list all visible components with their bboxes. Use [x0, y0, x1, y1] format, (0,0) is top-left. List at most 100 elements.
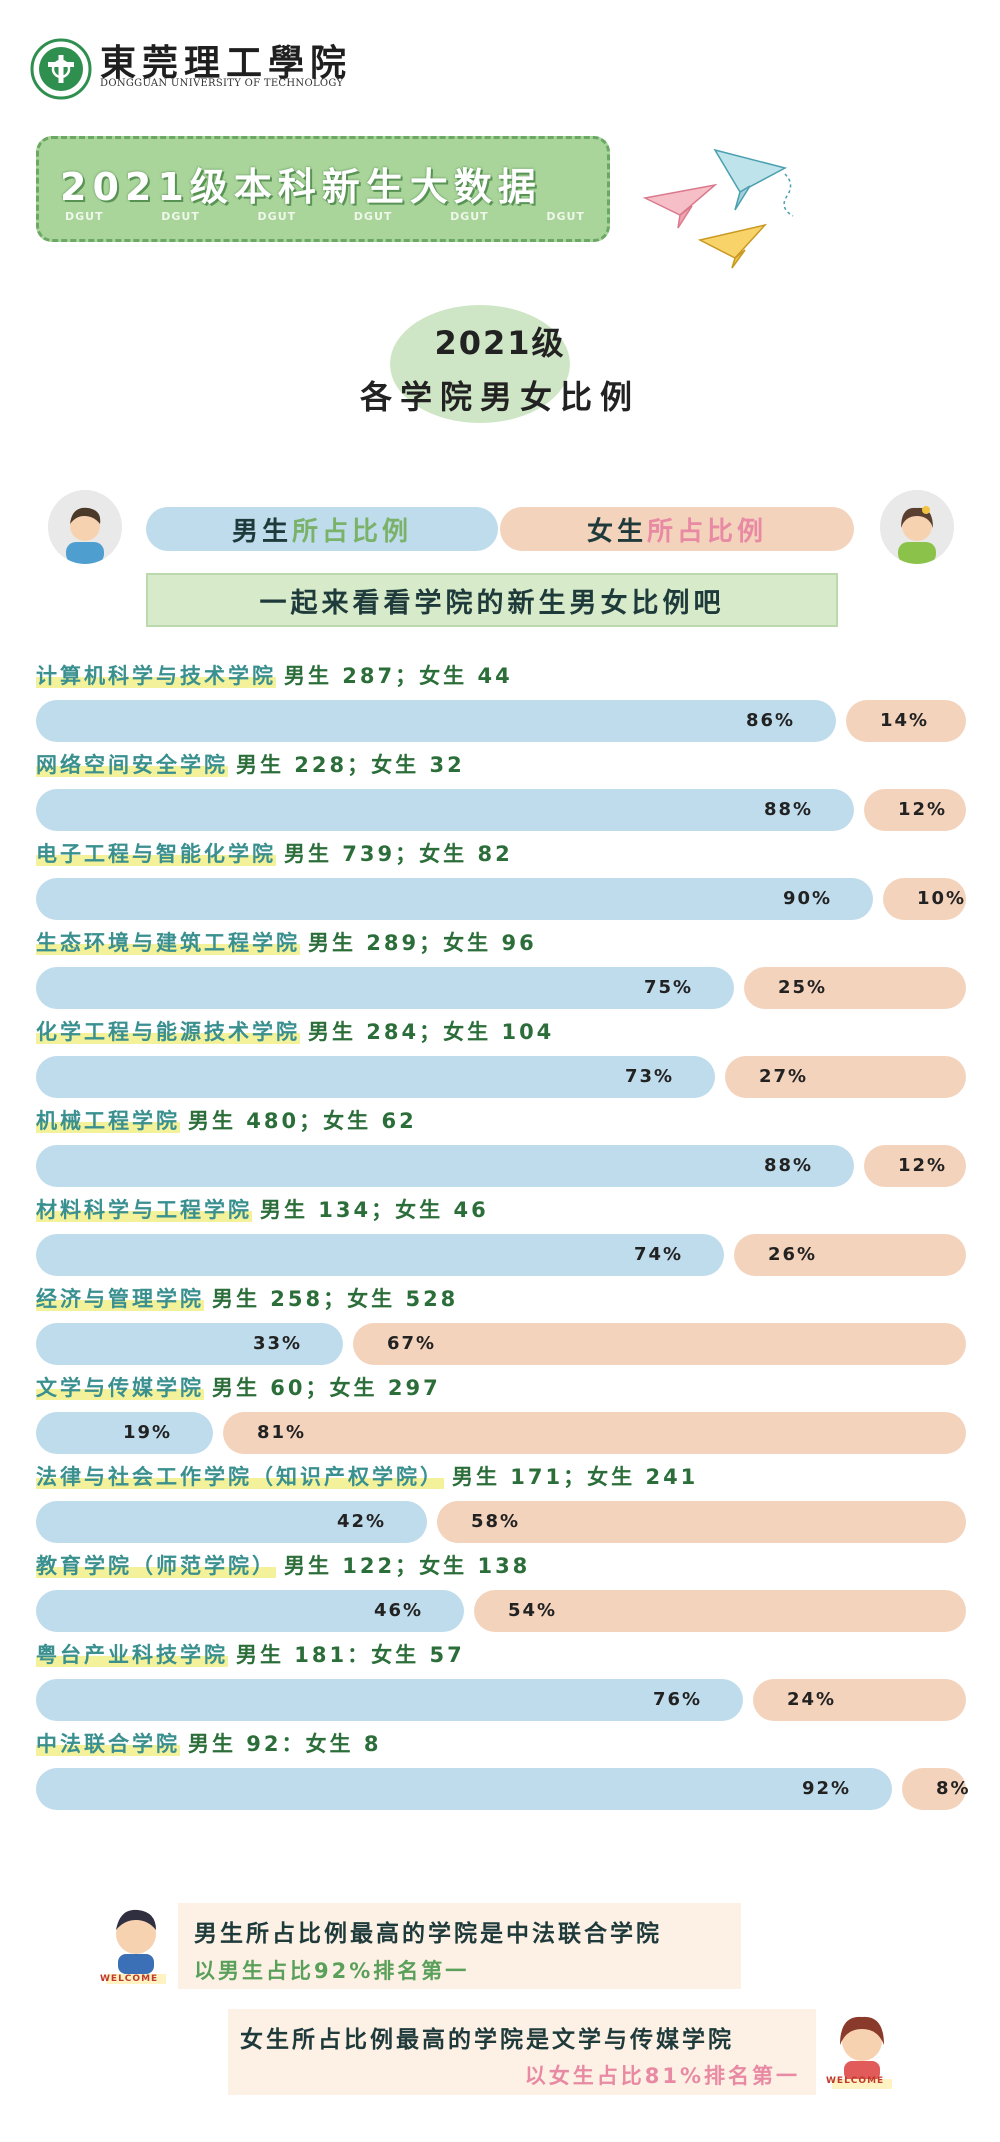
male-pct-label: 33%	[253, 1333, 303, 1354]
female-bar	[902, 1768, 966, 1810]
college-label: 文学与传媒学院 男生 60；女生 297	[36, 1372, 441, 1402]
boy-avatar-icon	[48, 490, 122, 564]
male-bar	[36, 1590, 464, 1632]
boy-welcome-icon	[106, 1909, 166, 1984]
female-bar	[753, 1679, 966, 1721]
college-name: 教育学院（师范学院）	[36, 1554, 276, 1578]
college-name: 电子工程与智能化学院	[36, 842, 276, 866]
college-count: 男生 480；女生 62	[188, 1109, 417, 1133]
college-name: 机械工程学院	[36, 1109, 180, 1133]
male-note-line1: 男生所占比例最高的学院是中法联合学院	[194, 1921, 662, 1947]
female-bar	[353, 1323, 966, 1365]
college-name: 经济与管理学院	[36, 1287, 204, 1311]
male-bar	[36, 967, 734, 1009]
legend-female: 女生 所占比例	[500, 507, 854, 551]
college-name: 计算机科学与技术学院	[36, 664, 276, 688]
girl-welcome-icon	[832, 2016, 892, 2089]
paper-planes-icon	[642, 148, 794, 269]
male-bar	[36, 878, 873, 920]
college-count: 男生 171；女生 241	[452, 1465, 699, 1489]
female-pct-label: 81%	[257, 1422, 307, 1443]
watermark-text: DGUT	[257, 210, 297, 223]
male-bar	[36, 1412, 213, 1454]
college-name: 法律与社会工作学院（知识产权学院）	[36, 1465, 444, 1489]
watermark-text: DGUT	[161, 210, 200, 223]
legend-male-prefix: 男生	[231, 516, 292, 547]
male-pct-label: 74%	[634, 1244, 684, 1265]
female-bar	[864, 789, 966, 831]
male-pct-label: 92%	[802, 1778, 852, 1799]
female-pct-label: 8%	[936, 1778, 971, 1799]
male-bar	[36, 789, 854, 831]
female-pct-label: 54%	[508, 1600, 558, 1621]
college-label: 教育学院（师范学院） 男生 122；女生 138	[36, 1550, 530, 1580]
female-pct-label: 24%	[787, 1689, 837, 1710]
college-name: 粤台产业科技学院	[36, 1643, 228, 1667]
female-bar	[846, 700, 966, 742]
female-pct-label: 10%	[917, 888, 967, 909]
college-name: 材料科学与工程学院	[36, 1198, 252, 1222]
girl-welcome-text: WELCOME	[826, 2076, 885, 2086]
banner-title: 2021级本科新生大数据	[60, 165, 542, 209]
college-name: 化学工程与能源技术学院	[36, 1020, 300, 1044]
school-name-en: DONGGUAN UNIVERSITY OF TECHNOLOGY	[100, 78, 344, 89]
watermark-text: DGUT	[353, 210, 393, 223]
female-pct-label: 67%	[387, 1333, 437, 1354]
male-note-line2: 以男生占比92%排名第一	[194, 1959, 470, 1983]
college-count: 男生 122；女生 138	[284, 1554, 531, 1578]
male-bar	[36, 1056, 715, 1098]
male-pct-label: 46%	[374, 1600, 424, 1621]
college-label: 粤台产业科技学院 男生 181：女生 57	[36, 1639, 465, 1669]
male-pct-label: 73%	[625, 1066, 675, 1087]
girl-avatar-icon	[880, 490, 954, 564]
female-bar	[734, 1234, 966, 1276]
college-count: 男生 92：女生 8	[188, 1732, 382, 1756]
college-label: 网络空间安全学院 男生 228；女生 32	[36, 749, 465, 779]
female-pct-label: 14%	[880, 710, 930, 731]
female-pct-label: 27%	[759, 1066, 809, 1087]
female-pct-label: 25%	[778, 977, 828, 998]
legend-male-suffix: 所占比例	[292, 516, 413, 547]
legend-female-suffix: 所占比例	[647, 516, 768, 547]
male-bar	[36, 1323, 343, 1365]
watermark-text: DGUT	[546, 210, 585, 223]
male-pct-label: 88%	[764, 1155, 814, 1176]
invite-banner: 一起来看看学院的新生男女比例吧	[146, 573, 838, 627]
male-bar	[36, 1679, 743, 1721]
female-pct-label: 26%	[768, 1244, 818, 1265]
subtitle-background	[390, 305, 570, 423]
college-label: 材料科学与工程学院 男生 134；女生 46	[36, 1194, 489, 1224]
female-note-line2: 以女生占比81%排名第一	[524, 2064, 800, 2088]
banner-watermark: DGUT DGUT DGUT DGUT DGUT DGUT	[65, 210, 585, 223]
college-name: 中法联合学院	[36, 1732, 180, 1756]
school-name-cn: 東莞理工學院	[100, 42, 353, 84]
female-bar	[474, 1590, 966, 1632]
college-name: 生态环境与建筑工程学院	[36, 931, 300, 955]
female-note-line1: 女生所占比例最高的学院是文学与传媒学院	[240, 2027, 734, 2053]
male-bar	[36, 1234, 724, 1276]
college-count: 男生 289；女生 96	[308, 931, 537, 955]
male-pct-label: 86%	[746, 710, 796, 731]
college-count: 男生 284；女生 104	[308, 1020, 555, 1044]
college-label: 计算机科学与技术学院 男生 287；女生 44	[36, 660, 513, 690]
male-bar	[36, 1501, 427, 1543]
college-label: 中法联合学院 男生 92：女生 8	[36, 1728, 381, 1758]
female-pct-label: 12%	[898, 1155, 948, 1176]
subtitle-line2: 各学院男女比例	[359, 378, 640, 416]
male-bar	[36, 1768, 892, 1810]
male-pct-label: 76%	[653, 1689, 703, 1710]
legend-male: 男生 所占比例	[146, 507, 498, 551]
college-count: 男生 258；女生 528	[212, 1287, 459, 1311]
college-count: 男生 60；女生 297	[212, 1376, 441, 1400]
female-pct-label: 12%	[898, 799, 948, 820]
male-note-box	[178, 1903, 741, 1989]
female-bar	[223, 1412, 966, 1454]
female-note-box	[228, 2009, 816, 2095]
college-label: 法律与社会工作学院（知识产权学院） 男生 171；女生 241	[36, 1461, 698, 1491]
female-bar	[725, 1056, 966, 1098]
male-pct-label: 88%	[764, 799, 814, 820]
male-pct-label: 19%	[123, 1422, 173, 1443]
subtitle-line1: 2021级	[434, 324, 566, 362]
college-count: 男生 181：女生 57	[236, 1643, 465, 1667]
female-bar	[883, 878, 966, 920]
